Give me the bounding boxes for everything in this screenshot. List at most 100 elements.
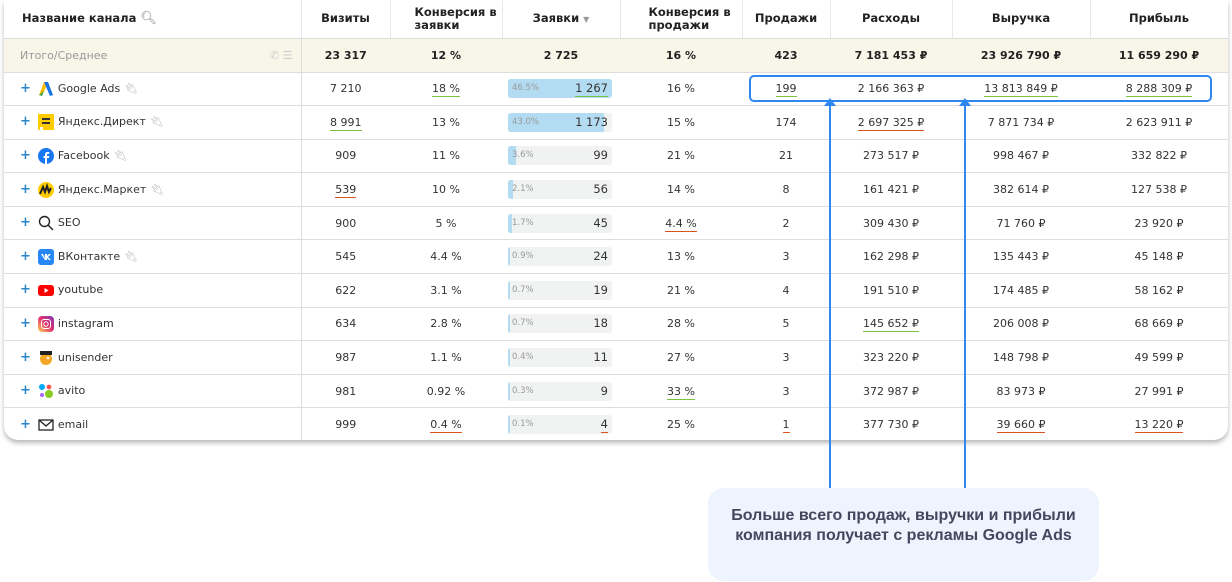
revenue-cell: 135 443 ₽ [952,239,1090,275]
col-name[interactable]: Название канала 🔍︎ [4,0,302,39]
expand-plus-icon[interactable]: + [20,80,31,96]
visits-cell: 981 [301,374,390,409]
total-profit: 11 659 290 ₽ [1090,38,1228,73]
col-conv-leads[interactable]: Конверсия в заявки [390,0,503,39]
sales-cell: 3 [742,340,830,375]
revenue-cell-value[interactable]: 13 813 849 ₽ [984,82,1058,98]
channel-name[interactable]: unisender [57,350,113,364]
visits-cell-value[interactable]: 539 [335,183,357,199]
callout-note: Больше всего продаж, выручки и прибыли к… [708,488,1099,581]
expenses-cell-value: 377 730 ₽ [863,418,919,432]
channel-name[interactable]: email [57,417,89,431]
revenue-cell-value[interactable]: 39 660 ₽ [996,418,1046,434]
channel-name-cell: + Facebook 🔌︎ [4,139,302,174]
col-revenue[interactable]: Выручка [952,0,1091,39]
profit-cell: 68 669 ₽ [1090,307,1228,342]
profit-cell-value: 332 822 ₽ [1131,149,1187,163]
channels-table-card: Название канала 🔍︎ Визиты Конверсия в за… [4,0,1228,440]
total-leads[interactable]: 2 725 [502,38,620,73]
channel-name-cell: + youtube [4,273,302,308]
col-visits[interactable]: Визиты [301,0,391,39]
instagram-icon [37,315,54,332]
col-sales[interactable]: Продажи [742,0,831,39]
conv-leads-cell: 2.8 % [390,307,502,342]
leads-number: 24 [593,249,612,263]
profit-cell-value: 2 623 911 ₽ [1125,115,1193,129]
leads-number: 1 267 [575,81,612,98]
email-icon [38,417,54,433]
leads-value: 11 [593,350,608,365]
leads-value[interactable]: 1 267 [575,81,608,98]
conv-leads-cell-value[interactable]: 18 % [432,82,460,98]
visits-cell-value: 622 [335,283,357,297]
col-conv-sales[interactable]: Конверсия в продажи [620,0,743,39]
total-sales[interactable]: 423 [742,38,830,73]
col-expenses[interactable]: Расходы [830,0,953,39]
channel-name-cell: + email [4,407,302,440]
leads-share-fill [508,112,605,132]
expenses-cell: 273 517 ₽ [830,139,952,174]
expenses-cell-value: 191 510 ₽ [863,283,919,297]
plug-icon: 🔌︎ [124,249,139,263]
leads-share-label: 0.7% [512,284,534,295]
profit-cell-value[interactable]: 8 288 309 ₽ [1125,82,1193,98]
channel-name[interactable]: Facebook [57,148,110,162]
expenses-cell: 2 166 363 ₽ [830,72,952,107]
leads-share-bar: 0.1% 4 [508,415,612,435]
google-ads-icon [38,81,54,97]
conv-leads-cell-value[interactable]: 0.4 % [430,418,462,434]
conv-sales-cell-value[interactable]: 4.4 % [665,216,697,232]
visits-cell-value[interactable]: 8 991 [330,115,362,131]
phone-icon[interactable]: ✆ [269,48,280,62]
leads-share-fill [508,348,510,368]
visits-cell-value: 999 [335,418,357,432]
conv-sales-cell-value[interactable]: 33 % [667,384,695,400]
channel-name[interactable]: instagram [57,316,114,330]
channel-name[interactable]: Яндекс.Директ [57,115,146,129]
expand-plus-icon[interactable]: + [20,114,31,130]
leads-value[interactable]: 4 [600,417,608,434]
expenses-cell-value[interactable]: 145 652 ₽ [863,317,919,333]
expand-plus-icon[interactable]: + [20,248,31,264]
conv-sales-cell: 16 % [620,72,742,107]
revenue-cell-value: 71 760 ₽ [996,216,1046,230]
expand-plus-icon[interactable]: + [20,416,31,432]
channel-name[interactable]: SEO [57,216,81,230]
visits-cell: 999 [301,407,390,440]
expand-plus-icon[interactable]: + [20,383,31,399]
leads-share-label: 46.5% [512,83,540,94]
expand-plus-icon[interactable]: + [20,147,31,163]
sales-cell-value: 5 [782,317,790,331]
channel-name[interactable]: avito [57,384,86,398]
leads-cell: 0.4% 11 [502,340,620,375]
conv-leads-cell-value: 10 % [432,183,460,197]
revenue-cell: 998 467 ₽ [952,139,1090,174]
sales-cell: 21 [742,139,830,174]
channel-name-cell: + ВКонтакте 🔌︎ [4,239,302,275]
expenses-cell-value: 162 298 ₽ [863,250,919,264]
sales-cell-value[interactable]: 1 [782,418,790,434]
expand-plus-icon[interactable]: + [20,349,31,365]
visits-cell: 622 [301,273,390,308]
conv-sales-cell-value: 13 % [667,250,695,264]
channel-name[interactable]: youtube [57,283,104,297]
list-icon[interactable]: ☰ [282,48,293,62]
leads-share-bar: 0.4% 11 [508,348,612,368]
expenses-cell-value[interactable]: 2 697 325 ₽ [857,115,925,131]
profit-cell-value[interactable]: 13 220 ₽ [1134,418,1184,434]
expenses-cell-value: 2 166 363 ₽ [857,82,925,96]
expand-plus-icon[interactable]: + [20,215,31,231]
channel-name[interactable]: Google Ads [57,81,121,95]
col-leads[interactable]: Заявки ▼ [502,0,621,39]
leads-share-label: 2.1% [512,184,534,195]
expand-plus-icon[interactable]: + [20,282,31,298]
sales-cell: 1 [742,407,830,440]
channel-name[interactable]: ВКонтакте [57,249,121,263]
visits-cell-value: 900 [335,216,357,230]
expand-plus-icon[interactable]: + [20,181,31,197]
col-profit[interactable]: Прибыль [1090,0,1228,39]
search-icon[interactable]: 🔍︎ [140,11,157,27]
expand-plus-icon[interactable]: + [20,315,31,331]
channel-name[interactable]: Яндекс.Маркет [57,182,147,196]
sales-cell-value[interactable]: 199 [775,82,797,98]
